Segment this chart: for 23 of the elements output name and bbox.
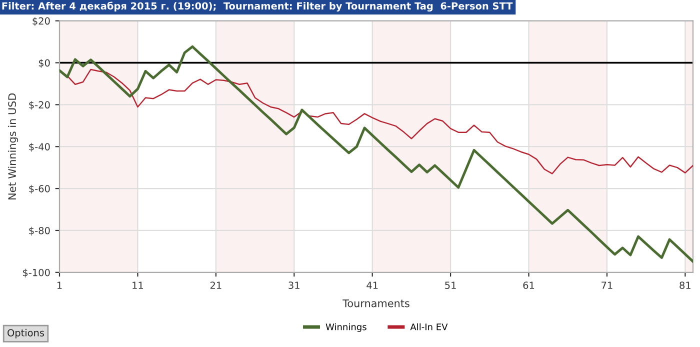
x-tick-label: 41 (366, 282, 378, 289)
y-tick-label: $-100 (23, 268, 50, 278)
legend-label: Winnings (326, 323, 366, 332)
x-tick-label: 11 (132, 282, 143, 289)
x-tick-label: 61 (523, 282, 534, 289)
y-axis-title: Net Winnings in USD (8, 93, 18, 200)
y-tick-label: $-80 (29, 226, 50, 236)
x-tick-label: 51 (445, 282, 456, 289)
y-tick-label: $-60 (29, 184, 50, 194)
x-tick-label: 1 (57, 282, 62, 289)
chart-title: Filter: After 4 декабря 2015 г. (19:00); Tournament: Filter by Tournament Tag 6-Person STT (2, 2, 513, 12)
y-tick-label: $-40 (29, 142, 50, 152)
y-tick-label: $-20 (29, 100, 50, 110)
line-series (60, 45, 693, 263)
x-tick-label: 31 (288, 282, 300, 289)
text: Options (8, 328, 44, 338)
x-tick-label: 21 (210, 282, 222, 289)
y-tick-label: $0 (38, 59, 50, 68)
x-tick-label: 81 (680, 282, 690, 289)
y-tick-label: $20 (32, 17, 50, 26)
x-tick-label: 71 (602, 282, 612, 289)
legend-label: All-In EV (410, 323, 448, 330)
x-axis-title: Tournaments (342, 299, 410, 308)
